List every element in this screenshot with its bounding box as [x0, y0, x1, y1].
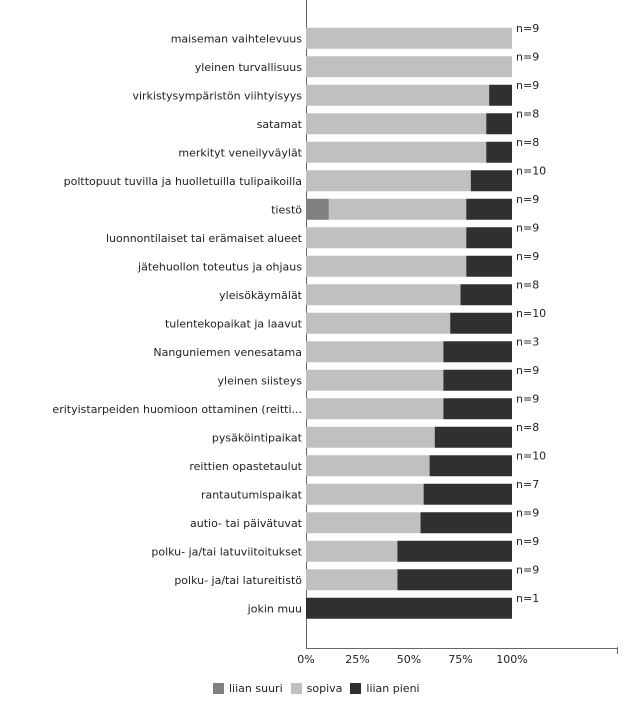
category-label: polttopuut tuvilla ja huolletuilla tulip… [64, 175, 302, 188]
n-label: n=3 [516, 335, 539, 348]
bar-segment-19-2 [306, 540, 398, 562]
category-label: reittien opastetaulut [189, 460, 302, 473]
n-label: n=9 [516, 193, 539, 206]
legend-label: liian suuri [229, 681, 283, 695]
n-label: n=9 [516, 22, 539, 35]
bar-segment-16-3 [429, 455, 512, 477]
legend-item: sopiva [290, 681, 343, 695]
bar-segment-13-2 [306, 369, 444, 391]
bar-segment-21-3 [306, 597, 512, 619]
n-label: n=9 [516, 563, 539, 576]
n-label: n=10 [516, 307, 546, 320]
category-label: pysäköintipaikat [212, 431, 303, 444]
n-label: n=8 [516, 278, 539, 291]
category-label: tiestö [271, 203, 302, 216]
category-label: jätehuollon toteutus ja ohjaus [137, 260, 302, 273]
n-label: n=10 [516, 449, 546, 462]
legend-swatch [350, 682, 362, 694]
x-tick-label: 25% [345, 653, 369, 666]
legend-item: liian pieni [350, 681, 420, 695]
bar-segment-18-2 [306, 512, 421, 534]
bar-segment-3-2 [306, 84, 490, 106]
bar-segment-1-2 [306, 27, 512, 49]
n-label: n=8 [516, 107, 539, 120]
n-label: n=9 [516, 250, 539, 263]
category-label: virkistysympäristön viihtyisyys [132, 89, 302, 102]
bar-segment-10-2 [306, 284, 461, 306]
category-label: autio- tai päivätuvat [190, 517, 303, 530]
bar-segment-13-3 [443, 369, 512, 391]
bar-segment-4-2 [306, 113, 487, 135]
bar-segment-19-3 [397, 540, 512, 562]
bar-segment-5-3 [486, 141, 512, 163]
category-label: yleinen turvallisuus [195, 61, 302, 74]
legend-item: liian suuri [213, 682, 283, 695]
n-label: n=8 [516, 421, 539, 434]
x-tick-label: 75% [448, 653, 472, 666]
bar-segment-20-3 [397, 569, 512, 591]
category-label: satamat [257, 118, 303, 131]
category-label: tulentekopaikat ja laavut [165, 317, 303, 330]
category-label: yleinen siisteys [218, 374, 303, 387]
category-label: Nanguniemen venesatama [153, 346, 302, 359]
bar-segment-16-2 [306, 455, 430, 477]
bar-segment-6-2 [306, 170, 471, 192]
bar-segment-3-3 [489, 84, 512, 106]
bar-segment-15-2 [306, 426, 435, 448]
category-label: maiseman vaihtelevuus [171, 32, 303, 45]
bar-segment-15-3 [434, 426, 512, 448]
bar-segment-10-3 [460, 284, 512, 306]
bar-segment-4-3 [486, 113, 512, 135]
bar-segment-18-3 [420, 512, 512, 534]
n-label: n=1 [516, 592, 539, 605]
bar-segment-17-3 [423, 483, 512, 505]
category-label: luonnontilaiset tai erämaiset alueet [106, 232, 303, 245]
bar-segment-5-2 [306, 141, 487, 163]
category-label: erityistarpeiden huomioon ottaminen (rei… [52, 403, 302, 416]
category-label: jokin muu [247, 602, 302, 615]
x-tick-label: 100% [496, 653, 527, 666]
bar-segment-6-3 [470, 170, 512, 192]
bar-segment-20-2 [306, 569, 398, 591]
n-label: n=9 [516, 506, 539, 519]
legend-swatch [213, 682, 224, 694]
bar-segment-8-3 [466, 227, 512, 249]
n-label: n=9 [516, 50, 539, 63]
legend-label: liian pieni [366, 681, 420, 695]
bar-segment-7-3 [466, 198, 512, 220]
legend-label: sopiva [306, 681, 343, 695]
bar-segment-12-2 [306, 341, 444, 363]
x-tick-label: 0% [297, 653, 314, 666]
bar-segment-14-3 [443, 398, 512, 420]
legend-swatch [290, 682, 302, 694]
bar-segment-2-2 [306, 56, 512, 78]
n-label: n=9 [516, 364, 539, 377]
bar-segment-7-1 [306, 198, 329, 220]
bar-segment-12-3 [443, 341, 512, 363]
n-label: n=9 [516, 535, 539, 548]
chart-legend: liian suuri sopiva liian pieni [213, 679, 428, 697]
category-label: polku- ja/tai latureitistö [174, 574, 302, 587]
n-label: n=9 [516, 392, 539, 405]
category-label: yleisökäymälät [219, 289, 303, 302]
bar-segment-11-3 [450, 312, 512, 334]
bar-segment-8-2 [306, 227, 467, 249]
bar-segment-17-2 [306, 483, 424, 505]
bar-segment-7-2 [328, 198, 467, 220]
n-label: n=7 [516, 478, 539, 491]
category-label: merkityt veneilyväylät [178, 146, 302, 159]
category-label: rantautumispaikat [201, 488, 303, 501]
bar-segment-9-2 [306, 255, 467, 277]
n-label: n=9 [516, 221, 539, 234]
category-label: polku- ja/tai latuviitoitukset [151, 545, 302, 558]
n-label: n=9 [516, 79, 539, 92]
x-tick-label: 50% [397, 653, 421, 666]
bar-segment-14-2 [306, 398, 444, 420]
n-label: n=8 [516, 136, 539, 149]
bar-segment-9-3 [466, 255, 512, 277]
n-label: n=10 [516, 164, 546, 177]
bar-segment-11-2 [306, 312, 451, 334]
